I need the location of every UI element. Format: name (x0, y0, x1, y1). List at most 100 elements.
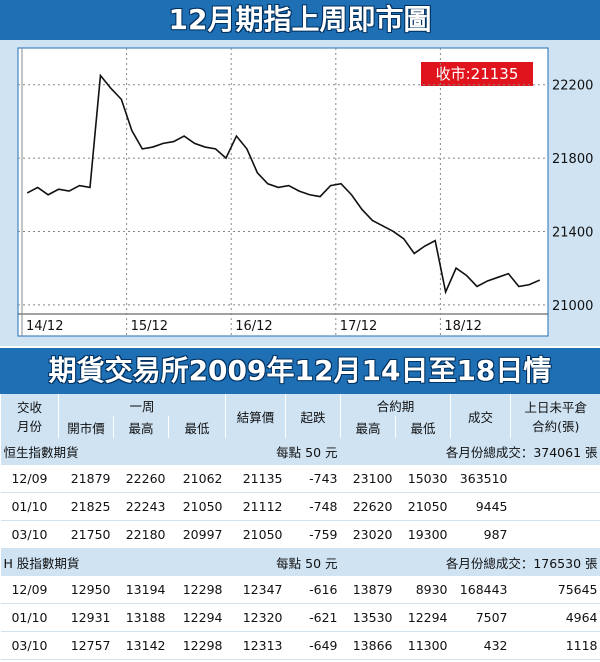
header: 最低 (168, 416, 226, 438)
cell: 1118 (510, 631, 600, 660)
data-table: 交收 月份 一周 結算價 起跌 合約期 成交 上日未平倉 合約(張) 開市價 最高 … (0, 394, 600, 660)
cell: 75645 (510, 576, 600, 604)
cell: 13879 (340, 576, 396, 604)
cell: 21050 (395, 492, 451, 521)
section-row: 恒生指數期貨 每點 50 元各月份總成交：374061 張 (0, 438, 600, 465)
cell: 12/09 (0, 576, 59, 604)
header: 上日未平倉合約(張) (510, 394, 600, 438)
cell: 21050 (168, 492, 226, 521)
cell: 23020 (340, 520, 396, 549)
cell: 12298 (168, 631, 226, 660)
y-tick-label: 21800 (552, 152, 593, 167)
cell: 8930 (395, 576, 451, 604)
section-name: H 股指數期貨 (0, 548, 226, 576)
header: 開市價 (58, 416, 114, 438)
cell: 22180 (113, 520, 169, 549)
cell: -649 (285, 631, 341, 660)
chart-title: 12月期指上周即市圖 (0, 0, 600, 40)
cell: 21879 (58, 465, 114, 493)
header: 交收 月份 (0, 394, 59, 438)
cell (510, 520, 600, 549)
cell: 03/10 (0, 520, 59, 549)
cell (510, 492, 600, 521)
header-text: 合約(張) (532, 419, 580, 434)
header: 最高 (340, 416, 396, 438)
cell: 21135 (225, 465, 286, 493)
cell: 03/10 (0, 631, 59, 660)
cell: 12298 (168, 576, 226, 604)
header: 最高 (113, 416, 169, 438)
cell: 987 (450, 520, 511, 549)
cell: 13530 (340, 603, 396, 632)
data-row: 01/10 21825 22243 21050 21112 -748 22620 21050 9… (0, 492, 600, 521)
cell: 12757 (58, 631, 114, 660)
header: 合約期 (339, 394, 451, 416)
cell: 12313 (225, 631, 286, 660)
cell: 21825 (58, 492, 114, 521)
cell: 13142 (113, 631, 169, 660)
cell: 21062 (168, 465, 226, 493)
header: 成交 (450, 394, 511, 438)
cell: 01/10 (0, 603, 59, 632)
cell: 12294 (395, 603, 451, 632)
cell: 22243 (113, 492, 169, 521)
cell: 19300 (395, 520, 451, 549)
x-tick-label: 15/12 (131, 319, 168, 334)
y-tick-label: 21400 (552, 225, 593, 240)
data-row: 03/10 21750 22180 20997 21050 -759 23020 19300 9… (0, 520, 600, 549)
cell: -743 (285, 465, 341, 493)
cell: 23100 (340, 465, 396, 493)
cell: 9445 (450, 492, 511, 521)
section-point: 每點 50 元 (225, 548, 341, 576)
cell: 12347 (225, 576, 286, 604)
cell: 12950 (58, 576, 114, 604)
table-title: 期貨交易所2009年12月14日至18日情 (0, 348, 600, 394)
cell: -621 (285, 603, 341, 632)
price-line (26, 73, 541, 295)
header-text: 月份 (16, 419, 42, 434)
cell: 12320 (225, 603, 286, 632)
x-tick-label: 17/12 (340, 319, 377, 334)
annotation: 收市:21135 (436, 65, 519, 83)
header-text: 交收 (16, 400, 42, 415)
cell: 15030 (395, 465, 451, 493)
header: 起跌 (285, 394, 341, 438)
header: 結算價 (225, 394, 286, 438)
cell (510, 465, 600, 493)
header: 最低 (394, 416, 451, 438)
y-tick-label: 22200 (552, 79, 593, 94)
cell: 22260 (113, 465, 169, 493)
cell: 12294 (168, 603, 226, 632)
section-total: 各月份總成交：374061 張 (340, 438, 600, 465)
data-row: 12/09 21879 22260 21062 21135 -743 23100 15030 3… (0, 465, 600, 493)
cell: 13188 (113, 603, 169, 632)
cell: 01/10 (0, 492, 59, 521)
cell: -748 (285, 492, 341, 521)
section-point: 每點 50 元 (225, 438, 341, 465)
chart: 收市:21135 21000 21400 21800 22200 14/12 15/12 1… (0, 40, 600, 346)
annotation-box (421, 62, 533, 86)
cell: -759 (285, 520, 341, 549)
header-text: 上日未平倉 (524, 400, 588, 415)
cell: 13866 (340, 631, 396, 660)
cell: 12931 (58, 603, 114, 632)
cell: 168443 (450, 576, 511, 604)
cell: 21112 (225, 492, 286, 521)
cell: 12/09 (0, 465, 59, 493)
cell: -616 (285, 576, 341, 604)
cell: 363510 (450, 465, 511, 493)
header: 一周 (58, 394, 226, 416)
section-row: H 股指數期貨 每點 50 元各月份總成交：176530 張 (0, 548, 600, 576)
x-tick-label: 18/12 (444, 319, 481, 334)
cell: 20997 (168, 520, 226, 549)
x-tick-label: 14/12 (26, 319, 63, 334)
data-row: 12/09 12950 13194 12298 12347 -616 13879 8930 16… (0, 576, 600, 604)
cell: 4964 (510, 603, 600, 632)
plot-area (17, 47, 549, 337)
cell: 11300 (395, 631, 451, 660)
cell: 13194 (113, 576, 169, 604)
section-name: 恒生指數期貨 (0, 438, 226, 465)
data-row: 03/10 12757 13142 12298 12313 -649 13866 11300 4… (0, 631, 600, 660)
cell: 21750 (58, 520, 114, 549)
